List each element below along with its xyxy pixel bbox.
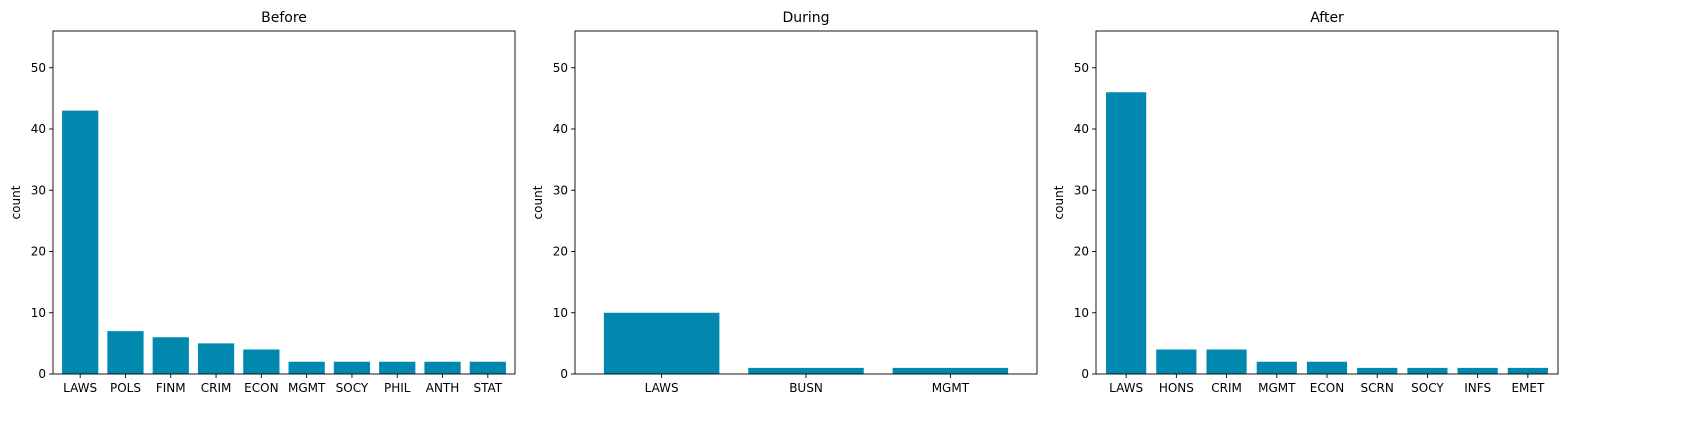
y-axis-label: count [9,185,23,219]
x-tick-label-socy: SOCY [1411,381,1444,395]
x-tick-label-anth: ANTH [426,381,460,395]
x-tick-label-econ: ECON [244,381,278,395]
y-tick-label: 0 [560,367,568,381]
bar-econ [243,349,280,374]
y-tick-label: 40 [31,122,46,136]
bar-emet [1507,367,1548,375]
bar-crim [197,343,235,375]
y-tick-label: 20 [553,245,568,259]
x-tick-label-laws: LAWS [645,381,679,395]
x-tick-label-laws: LAWS [1109,381,1143,395]
y-tick-label: 50 [31,61,46,75]
y-tick-label: 40 [553,122,568,136]
x-tick-label-infs: INFS [1464,381,1491,395]
bar-anth [424,361,461,374]
y-tick-label: 50 [1074,61,1089,75]
bar-finm [152,337,189,374]
y-tick-label: 10 [553,306,568,320]
y-tick-label: 10 [31,306,46,320]
bar-crim [1206,349,1247,374]
x-tick-label-finm: FINM [156,381,186,395]
plot-frame [1095,30,1559,375]
chart-title: During [782,10,829,26]
y-axis-label: count [531,185,545,219]
bar-laws [1106,92,1147,374]
x-tick-label-crim: CRIM [1211,381,1242,395]
x-tick-label-phil: PHIL [384,381,411,395]
plot-frame [52,30,516,375]
x-tick-label-scrn: SCRN [1361,381,1394,395]
y-tick-label: 20 [31,245,46,259]
y-tick-label: 0 [38,367,46,381]
chart-title: Before [261,10,307,26]
bar-scrn [1357,367,1398,375]
x-tick-label-pols: POLS [110,381,141,395]
bar-laws [62,110,99,375]
bar-pols [107,331,144,375]
bar-infs [1457,367,1498,375]
bar-hons [1156,349,1197,374]
x-tick-label-crim: CRIM [201,381,232,395]
bar-mgmt [288,361,325,374]
y-tick-label: 30 [1074,183,1089,197]
y-tick-label: 50 [553,61,568,75]
x-tick-label-emet: EMET [1511,381,1545,395]
y-tick-label: 20 [1074,245,1089,259]
bar-laws [603,312,720,374]
y-axis-label: count [1052,185,1066,219]
chart-title: After [1310,10,1344,26]
bar-phil [379,361,416,374]
bar-mgmt [892,367,1009,375]
y-tick-label: 0 [1081,367,1089,381]
y-tick-label: 30 [553,183,568,197]
x-tick-label-mgmt: MGMT [288,381,326,395]
bar-socy [333,361,371,374]
chart-after: 0 10 20 30 40 50 LAWS HONS CRIM MGMT ECON SCRN SOCY I… [1052,10,1559,395]
x-tick-label-hons: HONS [1159,381,1194,395]
x-tick-label-socy: SOCY [336,381,369,395]
x-tick-label-econ: ECON [1310,381,1344,395]
x-tick-label-busn: BUSN [789,381,823,395]
bar-econ [1306,361,1348,374]
y-tick-label: 10 [1074,306,1089,320]
bar-mgmt [1256,361,1297,374]
x-tick-label-mgmt: MGMT [1258,381,1296,395]
chart-before: 0 10 20 30 40 50 LAWS POLS FINM CRIM ECON MGMT SOCY P… [9,10,516,395]
bar-busn [748,367,864,375]
bar-socy [1407,367,1448,375]
y-tick-label: 40 [1074,122,1089,136]
x-tick-label-mgmt: MGMT [932,381,970,395]
bar-stat [469,361,506,374]
y-tick-label: 30 [31,183,46,197]
x-tick-label-laws: LAWS [63,381,97,395]
chart-during: 0 10 20 30 40 50 LAWS BUSN MGMT During count [531,10,1038,395]
x-tick-label-stat: STAT [474,381,503,395]
